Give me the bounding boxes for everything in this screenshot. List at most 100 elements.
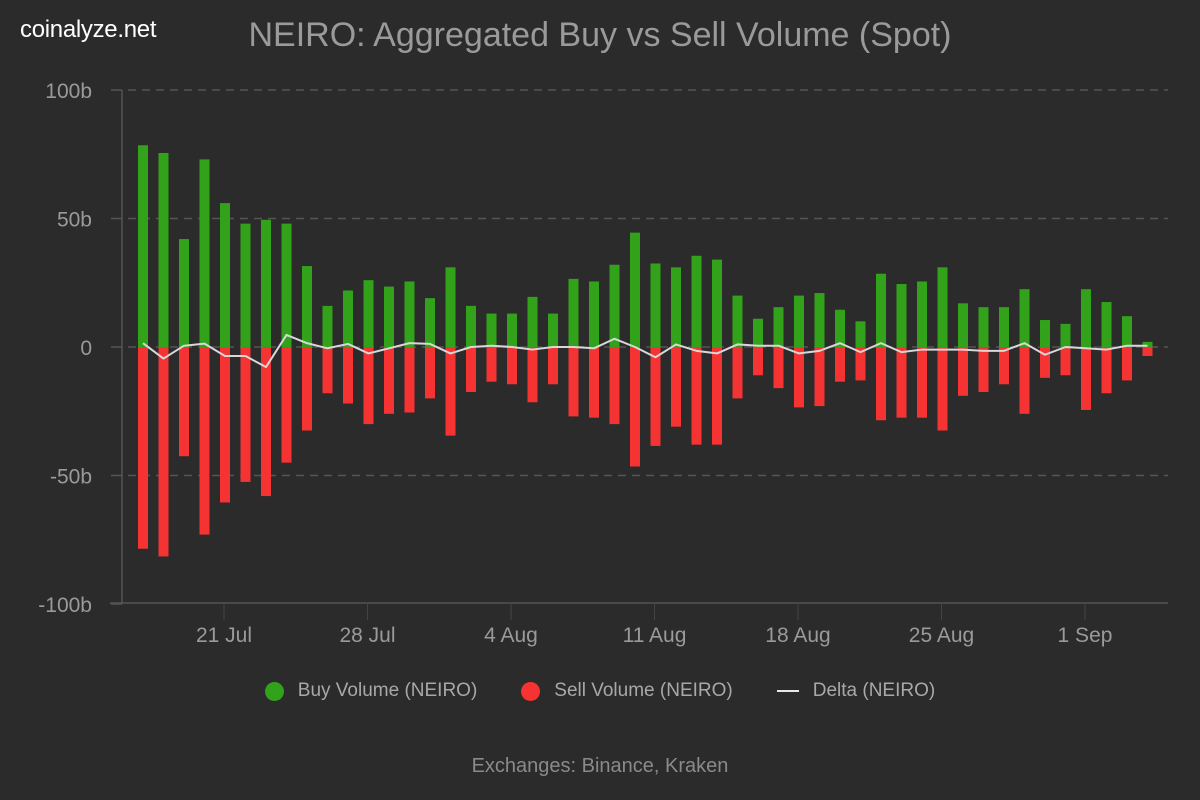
sell-volume-bar[interactable] (1122, 347, 1132, 381)
sell-volume-bar[interactable] (773, 347, 784, 389)
sell-volume-bar[interactable] (691, 347, 702, 445)
buy-volume-bar[interactable] (404, 281, 415, 347)
buy-volume-bar[interactable] (691, 255, 702, 347)
buy-volume-bar[interactable] (589, 281, 599, 347)
sell-volume-bar[interactable] (281, 347, 292, 463)
buy-volume-bar[interactable] (855, 321, 866, 347)
sell-volume-bar[interactable] (527, 347, 538, 403)
sell-volume-bar[interactable] (732, 347, 743, 399)
buy-volume-bar[interactable] (302, 266, 312, 347)
buy-volume-bar[interactable] (917, 281, 927, 347)
delta-line[interactable] (142, 333, 1148, 369)
brand-logo-text[interactable]: coinalyze.net (20, 16, 157, 43)
sell-volume-bar[interactable] (712, 347, 722, 445)
sell-volume-bar[interactable] (507, 347, 517, 385)
buy-volume-bar[interactable] (978, 307, 989, 347)
buy-volume-bar[interactable] (1081, 289, 1091, 347)
buy-volume-bar[interactable] (466, 305, 476, 347)
buy-volume-bar[interactable] (343, 290, 353, 347)
sell-volume-bar[interactable] (220, 347, 230, 503)
sell-volume-bar[interactable] (1019, 347, 1030, 414)
buy-volume-bar[interactable] (999, 307, 1009, 347)
sell-volume-bar[interactable] (630, 347, 640, 467)
buy-volume-bar[interactable] (507, 313, 517, 347)
buy-volume-bar[interactable] (650, 263, 661, 347)
sell-volume-bar[interactable] (568, 347, 579, 417)
sell-volume-bar[interactable] (445, 347, 456, 436)
buy-volume-bar[interactable] (896, 284, 907, 347)
legend-item-sell-volume[interactable]: Sell Volume (NEIRO) (521, 680, 733, 702)
sell-volume-bar[interactable] (1040, 347, 1050, 378)
buy-volume-bar[interactable] (732, 295, 743, 347)
buy-volume-bar[interactable] (1040, 320, 1050, 347)
sell-volume-bar[interactable] (322, 347, 333, 394)
sell-volume-bar[interactable] (1060, 347, 1071, 376)
sell-volume-bar[interactable] (753, 347, 763, 376)
legend-item-delta[interactable]: Delta (NEIRO) (776, 680, 935, 702)
sell-volume-bar[interactable] (486, 347, 497, 382)
sell-volume-bar[interactable] (240, 347, 251, 482)
buy-volume-bar[interactable] (220, 203, 230, 347)
buy-volume-bar[interactable] (958, 303, 968, 347)
buy-volume-bar[interactable] (1142, 341, 1153, 347)
buy-volume-bar[interactable] (1060, 323, 1071, 347)
sell-volume-bar[interactable] (999, 347, 1009, 385)
buy-volume-bar[interactable] (568, 278, 579, 347)
sell-volume-bar[interactable] (404, 347, 415, 413)
buy-volume-bar[interactable] (753, 318, 763, 347)
sell-volume-bar[interactable] (937, 347, 948, 431)
sell-volume-bar[interactable] (261, 347, 271, 497)
buy-volume-bar[interactable] (363, 280, 374, 347)
buy-volume-bar[interactable] (876, 273, 886, 347)
buy-volume-bar[interactable] (671, 267, 681, 347)
sell-volume-bar[interactable] (978, 347, 989, 392)
buy-volume-bar[interactable] (712, 259, 722, 347)
buy-volume-bar[interactable] (937, 267, 948, 347)
sell-volume-bar[interactable] (589, 347, 599, 418)
buy-volume-bar[interactable] (835, 309, 845, 347)
buy-volume-bar[interactable] (322, 305, 333, 347)
buy-volume-bar[interactable] (609, 264, 620, 347)
sell-volume-bar[interactable] (650, 347, 661, 446)
sell-volume-bar[interactable] (158, 347, 169, 557)
buy-volume-bar[interactable] (281, 223, 292, 347)
buy-volume-bar[interactable] (138, 145, 148, 347)
sell-volume-bar[interactable] (179, 347, 189, 457)
sell-volume-bar[interactable] (302, 347, 312, 431)
sell-volume-bar[interactable] (958, 347, 968, 396)
sell-volume-bar[interactable] (466, 347, 476, 392)
buy-volume-bar[interactable] (261, 219, 271, 347)
buy-volume-bar[interactable] (527, 296, 538, 347)
buy-volume-bar[interactable] (384, 286, 394, 347)
sell-volume-bar[interactable] (917, 347, 927, 418)
sell-volume-bar[interactable] (138, 347, 148, 549)
sell-volume-bar[interactable] (425, 347, 435, 399)
sell-volume-bar[interactable] (896, 347, 907, 418)
sell-volume-bar[interactable] (363, 347, 374, 425)
sell-volume-bar[interactable] (548, 347, 558, 385)
buy-volume-bar[interactable] (630, 232, 640, 347)
legend-item-buy-volume[interactable]: Buy Volume (NEIRO) (264, 680, 477, 702)
buy-volume-bar[interactable] (794, 295, 804, 347)
sell-volume-bar[interactable] (814, 347, 825, 407)
buy-volume-bar[interactable] (445, 267, 456, 347)
sell-volume-bar[interactable] (855, 347, 866, 381)
sell-volume-bar[interactable] (1101, 347, 1112, 394)
sell-volume-bar[interactable] (1142, 347, 1153, 356)
buy-volume-bar[interactable] (1101, 302, 1112, 347)
buy-volume-bar[interactable] (814, 293, 825, 347)
sell-volume-bar[interactable] (343, 347, 353, 404)
sell-volume-bar[interactable] (1081, 347, 1091, 410)
sell-volume-bar[interactable] (199, 347, 210, 535)
buy-volume-bar[interactable] (179, 239, 189, 347)
sell-volume-bar[interactable] (794, 347, 804, 408)
buy-volume-bar[interactable] (548, 313, 558, 347)
buy-volume-bar[interactable] (773, 307, 784, 347)
buy-volume-bar[interactable] (1122, 316, 1132, 347)
buy-volume-bar[interactable] (199, 159, 210, 347)
sell-volume-bar[interactable] (384, 347, 394, 414)
buy-volume-bar[interactable] (1019, 289, 1030, 347)
sell-volume-bar[interactable] (609, 347, 620, 425)
buy-volume-bar[interactable] (240, 223, 251, 347)
buy-volume-bar[interactable] (486, 313, 497, 347)
